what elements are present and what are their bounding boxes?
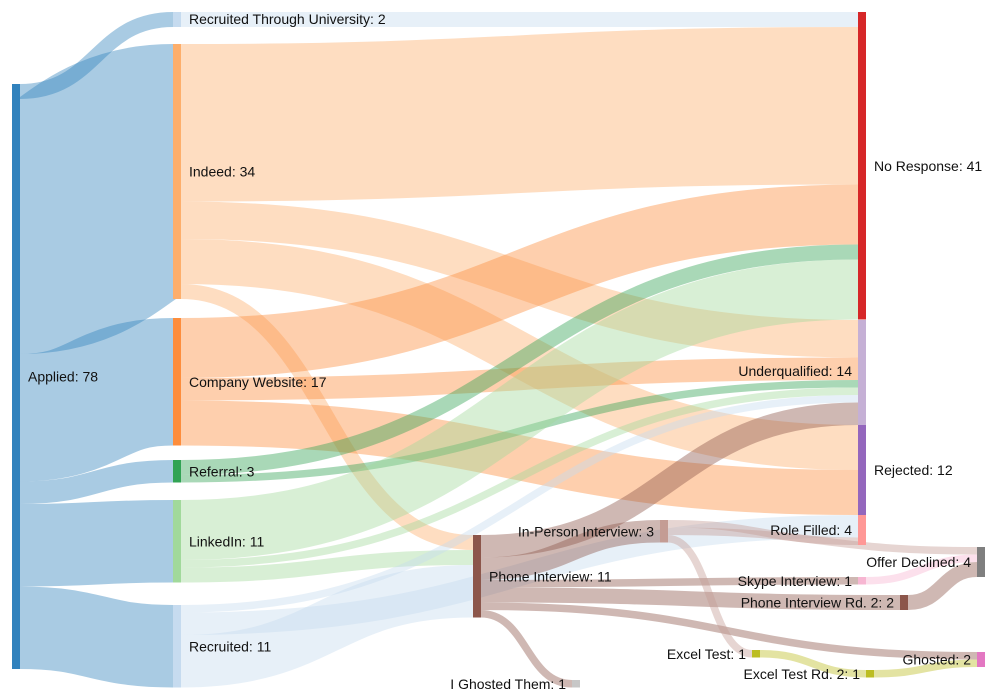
link-inperson-to-offerdeclined bbox=[667, 527, 978, 555]
link-company-to-underqualified bbox=[180, 357, 859, 401]
node-referral bbox=[173, 460, 181, 483]
sankey-links bbox=[9, 11, 978, 688]
node-inperson bbox=[660, 520, 668, 543]
sankey-labels: Applied: 78 Recruited Through University:… bbox=[28, 11, 982, 692]
link-applied-to-indeed bbox=[9, 44, 184, 354]
node-label-inperson: In-Person Interview: 3 bbox=[518, 523, 654, 539]
link-excel-to-excel2 bbox=[759, 650, 867, 678]
node-excel bbox=[752, 650, 760, 658]
node-label-noresponse: No Response: 41 bbox=[874, 158, 982, 174]
link-company-to-noresponse bbox=[180, 184, 859, 378]
node-label-recruited: Recruited: 11 bbox=[189, 638, 271, 654]
node-university bbox=[173, 12, 181, 27]
node-label-rolefilled: Role Filled: 4 bbox=[770, 522, 852, 538]
link-linkedin-to-phone bbox=[180, 550, 474, 583]
node-label-phone: Phone Interview: 11 bbox=[489, 568, 612, 584]
link-phone-to-skype bbox=[480, 577, 859, 588]
node-label-phone2: Phone Interview Rd. 2: 2 bbox=[741, 595, 895, 611]
node-company bbox=[173, 318, 181, 446]
node-ghosted bbox=[977, 652, 985, 667]
node-label-excel2: Excel Test Rd. 2: 1 bbox=[744, 666, 861, 682]
node-label-rejected: Rejected: 12 bbox=[874, 462, 953, 478]
node-linkedin bbox=[173, 500, 181, 583]
link-phone2-to-offerdeclined bbox=[907, 562, 978, 610]
node-underqualified bbox=[858, 320, 866, 425]
link-indeed-to-noresponse bbox=[180, 27, 859, 202]
node-label-ghosted: Ghosted: 2 bbox=[903, 652, 972, 668]
link-linkedin-to-underqualified bbox=[180, 387, 859, 568]
link-inperson-to-excel bbox=[667, 535, 753, 658]
link-recruited-to-rolefilled bbox=[180, 515, 859, 635]
node-label-offerdeclined: Offer Declined: 4 bbox=[866, 554, 971, 570]
node-indeed bbox=[173, 44, 181, 299]
link-applied-to-recruited bbox=[19, 586, 174, 688]
link-phone-to-underqualified bbox=[480, 402, 859, 558]
node-label-underqualified: Underqualified: 14 bbox=[738, 363, 852, 379]
node-label-excel: Excel Test: 1 bbox=[667, 646, 746, 662]
node-label-indeed: Indeed: 34 bbox=[189, 164, 255, 180]
node-label-ghostedthem: I Ghosted Them: 1 bbox=[450, 676, 566, 692]
link-applied-to-university bbox=[19, 12, 174, 99]
node-noresponse bbox=[858, 12, 866, 320]
link-phone-to-ghostedthem bbox=[480, 610, 573, 688]
node-label-referral: Referral: 3 bbox=[189, 463, 255, 479]
link-excel2-to-ghosted bbox=[873, 659, 978, 678]
node-label-company: Company Website: 17 bbox=[189, 374, 327, 390]
link-company-to-rejected bbox=[180, 400, 859, 515]
node-applied bbox=[12, 84, 20, 669]
node-label-linkedin: LinkedIn: 11 bbox=[189, 533, 264, 549]
link-linkedin-to-noresponse bbox=[180, 259, 859, 560]
link-applied-to-referral bbox=[19, 460, 174, 504]
link-phone-to-inperson bbox=[480, 520, 661, 580]
node-label-skype: Skype Interview: 1 bbox=[738, 573, 853, 589]
node-skype bbox=[858, 577, 866, 585]
link-indeed-to-underqualified bbox=[180, 201, 859, 358]
link-indeed-to-rejected bbox=[180, 239, 859, 470]
node-recruited bbox=[173, 605, 181, 688]
sankey-nodes bbox=[12, 12, 985, 688]
node-label-university: Recruited Through University: 2 bbox=[189, 11, 386, 27]
node-excel2 bbox=[866, 670, 874, 678]
link-indeed-to-phone bbox=[180, 284, 474, 550]
node-rolefilled bbox=[858, 515, 866, 545]
link-phone-to-ghosted bbox=[480, 602, 978, 660]
node-rejected bbox=[858, 425, 866, 515]
link-recruited-to-phone bbox=[180, 565, 474, 688]
link-recruited-to-underqualified bbox=[180, 395, 859, 613]
node-label-applied: Applied: 78 bbox=[28, 369, 98, 385]
node-phone bbox=[473, 535, 481, 618]
link-phone-to-phone2 bbox=[480, 587, 901, 610]
node-phone2 bbox=[900, 595, 908, 610]
node-ghostedthem bbox=[572, 680, 580, 688]
link-applied-to-linkedin bbox=[19, 500, 174, 587]
link-inperson-to-rolefilled bbox=[667, 520, 859, 545]
link-applied-to-company bbox=[18, 318, 175, 482]
node-offerdeclined bbox=[977, 547, 985, 577]
link-skype-to-offerdeclined bbox=[865, 554, 978, 585]
link-referral-to-underqualified bbox=[180, 380, 859, 483]
link-referral-to-noresponse bbox=[180, 244, 859, 475]
